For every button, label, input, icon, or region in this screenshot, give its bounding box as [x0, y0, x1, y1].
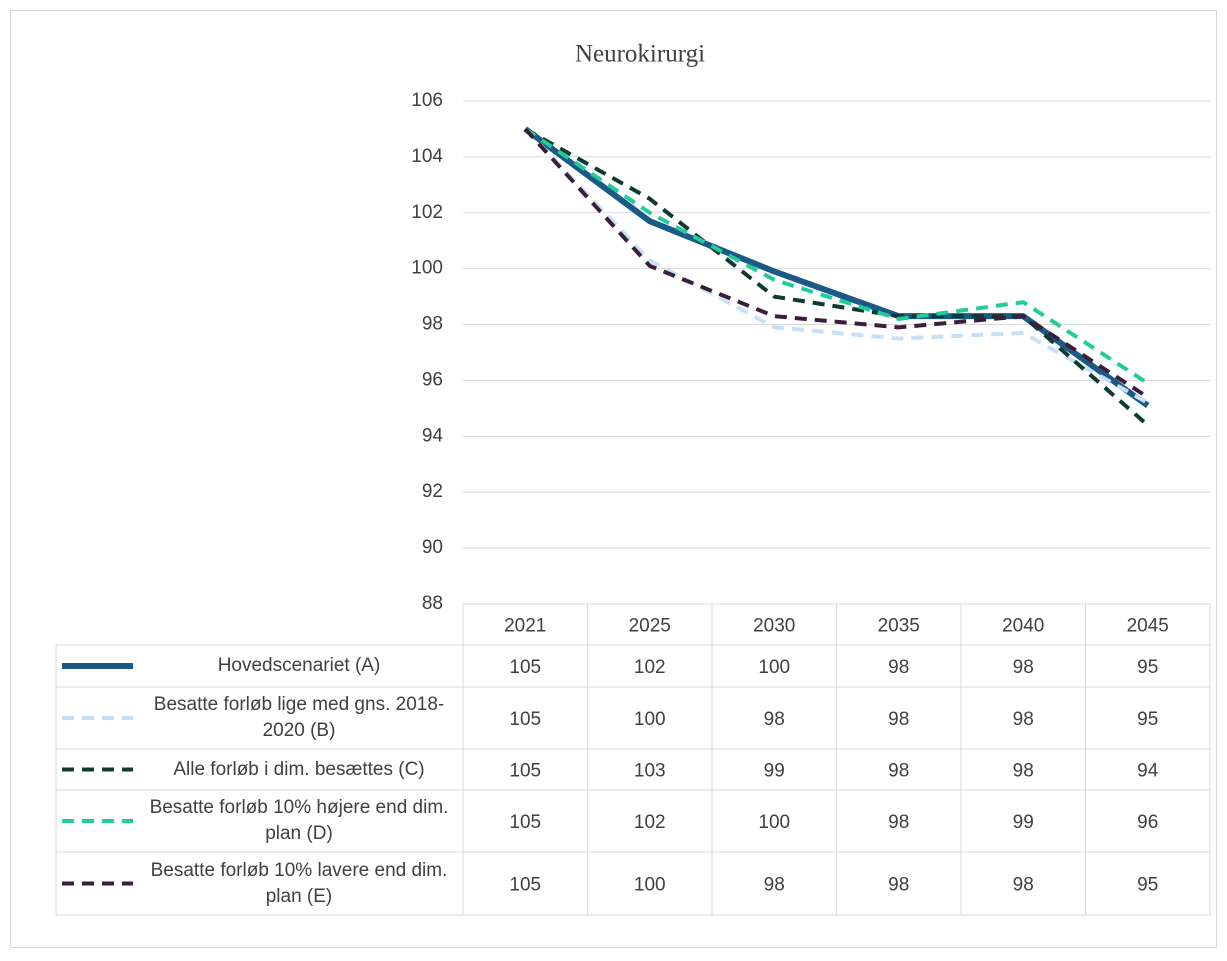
table-value: 98: [888, 657, 909, 678]
table-value: 100: [634, 709, 666, 730]
table-value: 95: [1137, 709, 1158, 730]
table-value: 105: [509, 875, 541, 896]
chart-border: [10, 10, 1217, 948]
table-value: 98: [1013, 657, 1034, 678]
table-value: 100: [758, 657, 790, 678]
x-tick-label: 2045: [1127, 616, 1169, 637]
table-value: 99: [1013, 812, 1034, 833]
table-value: 100: [758, 812, 790, 833]
table-value: 99: [764, 761, 785, 782]
y-tick-label: 94: [422, 425, 444, 446]
table-value: 98: [888, 875, 909, 896]
series-line: [524, 127, 1149, 385]
y-tick-label: 90: [422, 537, 443, 558]
table-value: 98: [888, 812, 909, 833]
y-tick-label: 96: [422, 369, 443, 390]
series-line: [523, 127, 1149, 405]
chart-title: Neurokirurgi: [575, 41, 705, 68]
x-tick-label: 2040: [1002, 616, 1044, 637]
table-value: 102: [634, 657, 666, 678]
legend-label-box: Alle forløb i dim. besættes (C): [173, 758, 425, 780]
y-tick-label: 92: [422, 481, 443, 502]
x-tick-label: 2035: [878, 616, 920, 637]
legend-label: Besatte forløb lige med gns. 2018-2020 (…: [153, 694, 445, 741]
series-line: [523, 126, 1150, 409]
table-value: 98: [1013, 875, 1034, 896]
table-value: 96: [1137, 812, 1158, 833]
y-tick-label: 88: [422, 593, 443, 614]
table-value: 103: [634, 761, 666, 782]
table-value: 95: [1137, 657, 1158, 678]
legend-label-box: Besatte forløb 10% lavere end dim. plan …: [150, 859, 448, 907]
table-value: 98: [764, 709, 785, 730]
table-value: 95: [1137, 875, 1158, 896]
table-value: 98: [888, 709, 909, 730]
y-tick-label: 106: [411, 90, 443, 111]
legend-label: Besatte forløb 10% højere end dim. plan …: [149, 797, 449, 844]
table-value: 98: [888, 761, 909, 782]
table-value: 102: [634, 812, 666, 833]
table-value: 105: [509, 709, 541, 730]
table-value: 98: [764, 875, 785, 896]
legend-label-box: Hovedscenariet (A): [217, 655, 381, 676]
table-value: 98: [1013, 761, 1034, 782]
table-value: 98: [1013, 709, 1034, 730]
legend-label: Hovedscenariet (A): [217, 655, 381, 676]
series-line: [523, 127, 1149, 399]
x-tick-label: 2030: [753, 616, 795, 637]
legend-label: Besatte forløb 10% lavere end dim. plan …: [150, 859, 448, 907]
table-value: 105: [509, 761, 541, 782]
x-tick-label: 2021: [504, 616, 546, 637]
legend-label: Alle forløb i dim. besættes (C): [173, 758, 425, 780]
table-value: 105: [509, 657, 541, 678]
legend-label-box: Besatte forløb 10% højere end dim. plan …: [149, 797, 449, 844]
y-tick-label: 98: [422, 314, 443, 335]
x-tick-label: 2025: [629, 616, 671, 637]
y-tick-label: 100: [411, 258, 443, 279]
table-value: 100: [634, 875, 666, 896]
table-value: 94: [1137, 761, 1159, 782]
table-value: 105: [509, 812, 541, 833]
legend-label-box: Besatte forløb lige med gns. 2018-2020 (…: [153, 694, 445, 741]
y-tick-label: 104: [411, 146, 443, 167]
y-tick-label: 102: [411, 202, 443, 223]
series-line: [524, 127, 1150, 427]
